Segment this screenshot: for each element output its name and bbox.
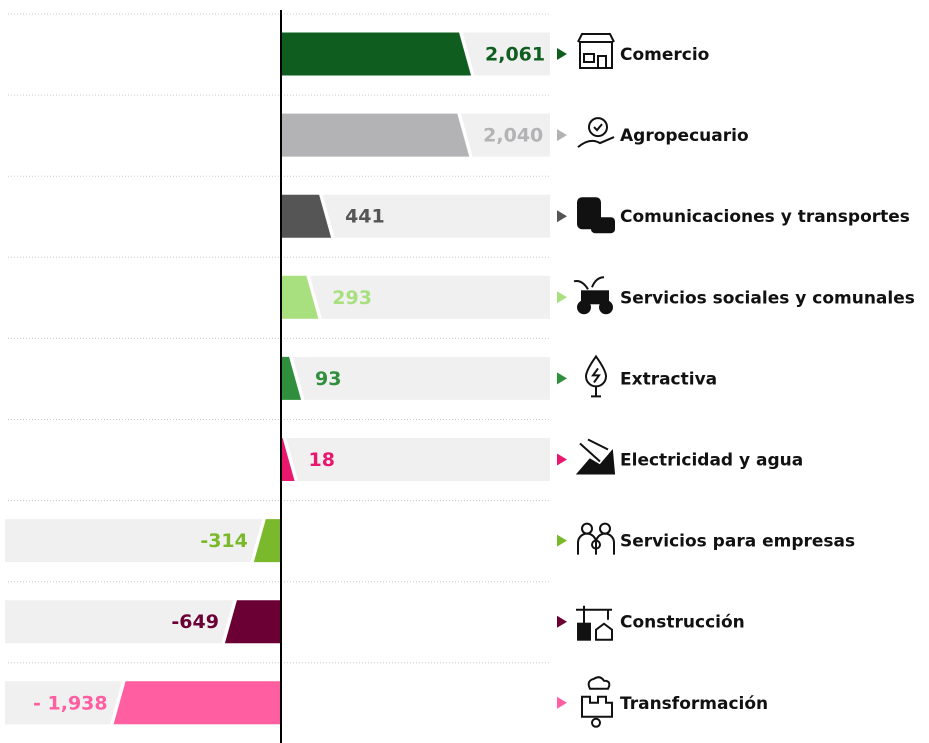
icon-part: [577, 136, 615, 148]
category-label: Electricidad y agua: [620, 451, 803, 471]
icon-part: [591, 217, 615, 234]
bar: [281, 113, 470, 157]
category-icon: [581, 676, 613, 728]
bar: [281, 194, 332, 238]
legend-marker: [557, 534, 567, 547]
category-icon: [577, 197, 615, 234]
value-label: -649: [171, 611, 219, 633]
bar-panel: [281, 275, 550, 319]
bar-panel: [281, 438, 550, 481]
bar: [224, 600, 281, 644]
legend-marker: [557, 210, 567, 223]
icon-part: [575, 449, 616, 475]
legend-marker: [557, 48, 567, 60]
value-label: 293: [332, 287, 372, 309]
icon-part: [591, 386, 601, 398]
icon-part: [579, 438, 609, 463]
legend-marker: [557, 696, 567, 709]
category-icon: [577, 33, 615, 69]
icon-part: [579, 41, 613, 69]
icon-part: [599, 522, 611, 535]
icon-part: [591, 717, 601, 728]
value-label: -314: [200, 530, 248, 552]
value-label: 2,040: [483, 125, 543, 147]
category-icon: [577, 117, 615, 148]
category-icon: [584, 354, 608, 398]
value-label: 441: [345, 206, 385, 228]
value-label: 93: [315, 368, 341, 390]
legend-marker: [557, 291, 567, 304]
bar: [281, 32, 471, 76]
category-label: Transformación: [620, 694, 768, 714]
bar-gap: [289, 356, 305, 401]
category-icon: [576, 605, 613, 641]
bar: [113, 681, 281, 725]
icon-part: [577, 622, 591, 641]
icon-part: [597, 55, 607, 69]
bar-gap: [319, 194, 335, 239]
category-icon: [573, 276, 613, 315]
icon-part: [588, 117, 608, 138]
icon-part: [581, 695, 613, 718]
bar-gap: [459, 32, 475, 76]
bar: [281, 356, 302, 400]
category-label: Comunicaciones y transportes: [620, 207, 910, 227]
bar-gap: [221, 599, 237, 644]
category-label: Servicios para empresas: [620, 532, 855, 552]
bar: [281, 438, 295, 481]
icon-part: [583, 53, 595, 63]
icon-part: [591, 539, 601, 550]
bar-gap: [457, 113, 473, 158]
icon-part: [581, 290, 609, 305]
value-label: - 1,938: [33, 692, 108, 714]
value-label: 2,061: [485, 44, 545, 66]
category-label: Extractiva: [620, 369, 717, 389]
legend-marker: [557, 372, 567, 385]
legend-marker: [557, 453, 567, 466]
bar-gap: [110, 680, 126, 725]
category-label: Agropecuario: [620, 126, 749, 146]
bar-gap: [250, 518, 266, 563]
icon-part: [591, 367, 601, 383]
category-icon: [577, 522, 615, 555]
bar-panel: [281, 356, 550, 400]
bar-gap: [283, 437, 298, 482]
icon-part: [587, 676, 611, 690]
legend-marker: [557, 615, 567, 628]
bar: [281, 275, 319, 319]
value-label: 18: [309, 449, 335, 471]
bar: [253, 519, 281, 563]
icon-part: [577, 532, 615, 555]
category-label: Construcción: [620, 613, 745, 633]
category-label: Servicios sociales y comunales: [620, 288, 915, 308]
category-label: Comercio: [620, 45, 709, 65]
legend-marker: [557, 129, 567, 142]
icon-part: [573, 276, 605, 290]
icon-part: [595, 622, 613, 641]
icon-part: [577, 33, 615, 43]
bar-panel: [5, 519, 281, 563]
category-icon: [575, 438, 616, 475]
bar-gap: [306, 275, 322, 320]
icon-part: [581, 522, 593, 535]
icon-part: [593, 123, 603, 132]
